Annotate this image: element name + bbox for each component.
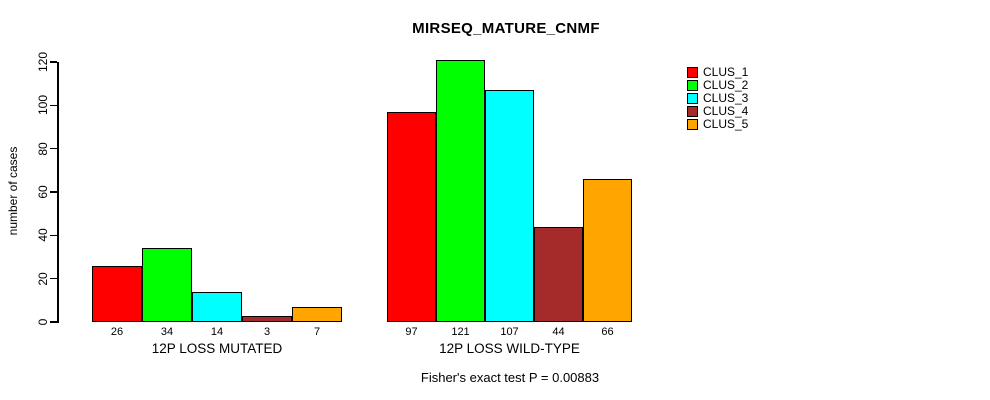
bar-value-label: 7 xyxy=(313,326,321,338)
legend-label: CLUS_3 xyxy=(703,91,749,105)
bar-clus_3-mutated xyxy=(192,291,242,322)
y-axis-title: number of cases xyxy=(6,146,20,236)
fisher-test-annotation: Fisher's exact test P = 0.00883 xyxy=(420,370,600,385)
bar-clus_5-mutated xyxy=(292,306,342,322)
group-label: 12P LOSS WILD-TYPE xyxy=(439,341,580,356)
group-label: 12P LOSS MUTATED xyxy=(151,341,283,356)
bar-value-label: 66 xyxy=(601,326,614,338)
bar-clus_4-wild-type xyxy=(534,226,583,322)
y-tick-mark xyxy=(50,147,57,150)
legend-label: CLUS_5 xyxy=(703,117,749,131)
y-tick-label: 100 xyxy=(36,95,50,116)
chart-title: MIRSEQ_MATURE_CNMF xyxy=(412,20,600,37)
legend-swatch-icon xyxy=(687,67,698,78)
bar-value-label: 3 xyxy=(263,326,271,338)
legend-swatch-icon xyxy=(687,80,698,91)
y-tick-mark xyxy=(50,104,57,107)
bar-clus_1-wild-type xyxy=(387,111,436,322)
bar-clus_1-mutated xyxy=(92,265,142,322)
bar-value-label: 34 xyxy=(160,326,174,338)
y-tick-label: 40 xyxy=(36,228,50,243)
y-tick-label: 120 xyxy=(36,51,50,73)
y-tick-mark xyxy=(50,61,57,63)
bar-value-label: 97 xyxy=(405,326,418,338)
bar-clus_4-mutated xyxy=(242,315,292,322)
legend-label: CLUS_1 xyxy=(703,65,749,79)
legend-label: CLUS_4 xyxy=(703,104,749,118)
bar-clus_3-wild-type xyxy=(485,90,534,322)
y-tick-label: 60 xyxy=(36,185,50,199)
y-tick-mark xyxy=(50,191,57,193)
legend-label: CLUS_2 xyxy=(703,78,749,92)
y-axis-line xyxy=(57,61,59,323)
bar-value-label: 14 xyxy=(210,326,224,338)
bar-value-label: 107 xyxy=(500,326,519,338)
bar-clus_5-wild-type xyxy=(583,179,632,322)
y-tick-mark xyxy=(50,321,57,323)
legend-swatch-icon xyxy=(687,119,698,130)
legend-swatch-icon xyxy=(687,106,698,117)
y-tick-label: 80 xyxy=(36,141,50,156)
y-tick-label: 20 xyxy=(36,271,50,286)
bar-clus_2-mutated xyxy=(142,248,192,322)
bar-value-label: 44 xyxy=(552,326,565,338)
legend-swatch-icon xyxy=(687,93,698,104)
y-tick-mark xyxy=(50,277,57,280)
y-tick-label: 0 xyxy=(36,318,50,326)
bar-value-label: 121 xyxy=(451,326,470,338)
bar-value-label: 26 xyxy=(110,326,124,338)
bar-clus_2-wild-type xyxy=(436,59,485,322)
y-tick-mark xyxy=(50,234,57,237)
